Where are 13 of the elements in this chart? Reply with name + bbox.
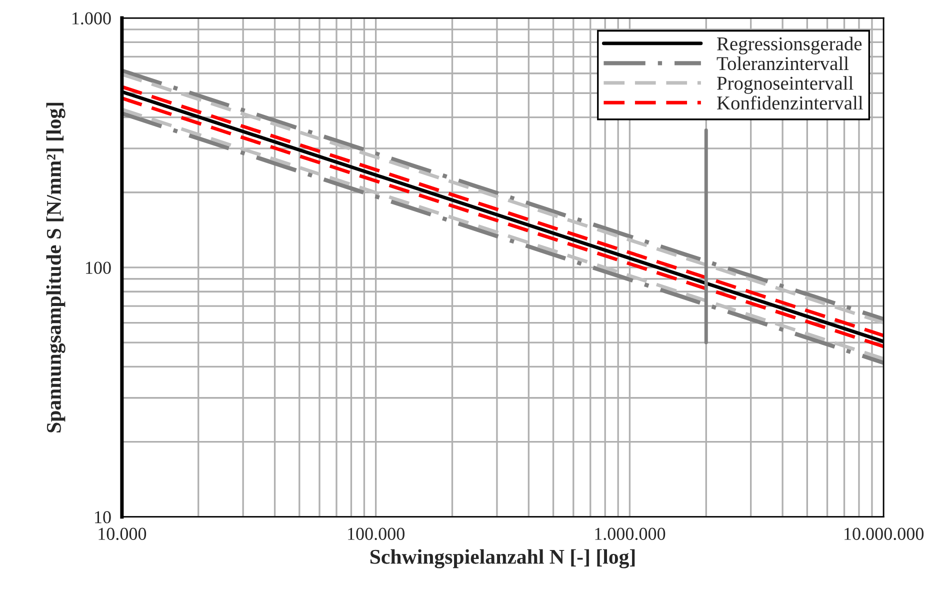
x-tick-label: 100.000 [348,528,404,540]
x-tick-label: 10.000 [98,528,146,540]
y-axis-title: Spannungsamplitude S [N/mm²] [log] [46,102,66,432]
y-tick-label: 10 [95,511,111,524]
legend-label: Prognoseintervall [717,76,854,94]
y-tick-label: 1.000 [72,12,111,25]
y-tick-label: 100 [86,262,111,274]
x-tick-label: 1.000.000 [595,528,666,540]
x-axis-title: Schwingspielanzahl N [-] [log] [370,549,635,568]
legend-label: Konfidenzintervall [717,96,863,110]
x-tick-label: 10.000.000 [844,528,924,540]
legend-label: Regressionsgerade [717,36,862,54]
legend-label: Toleranzintervall [716,56,849,70]
